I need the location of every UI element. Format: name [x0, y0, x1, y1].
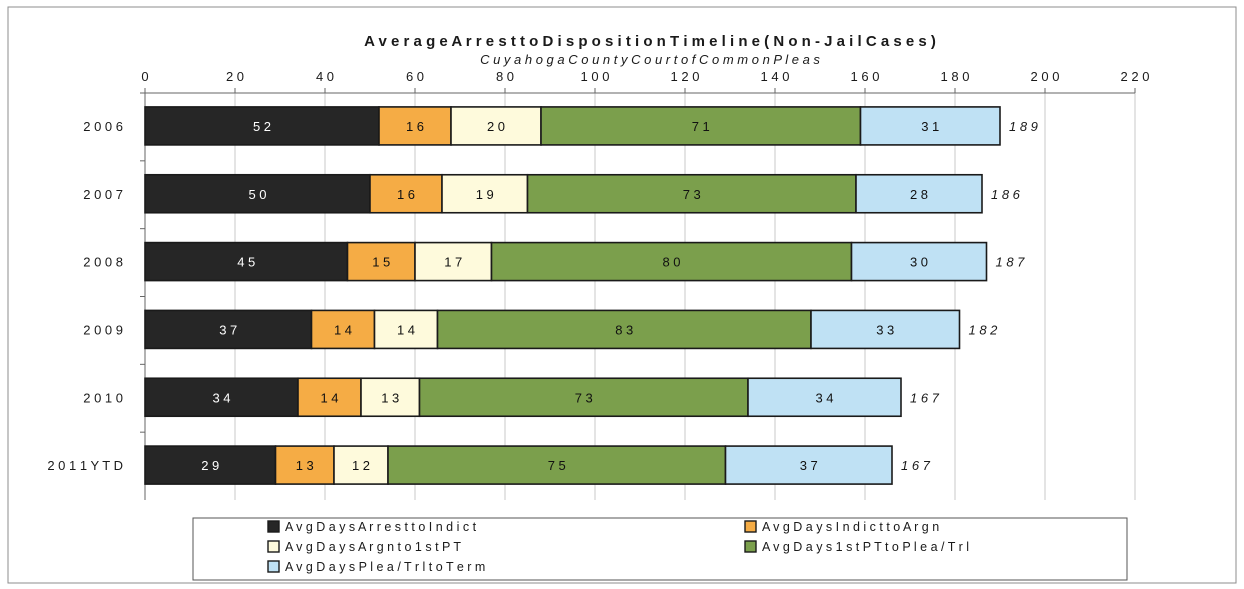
data-label: 1 4: [397, 322, 415, 337]
legend-label: A v g D a y s I n d i c t t o A r g n: [762, 520, 939, 534]
data-label: 3 4: [815, 390, 833, 405]
x-tick-label: 1 8 0: [941, 69, 970, 84]
bar-segment: [144, 445, 277, 485]
bar-segment: [810, 309, 961, 350]
data-label: 5 0: [248, 187, 266, 202]
data-label: 3 7: [800, 458, 818, 473]
bar-segment: [274, 445, 335, 485]
legend-swatch: [267, 560, 280, 573]
x-tick-label: 6 0: [406, 69, 424, 84]
data-label: 2 8: [910, 187, 928, 202]
bars: 5 2 1 6 2 0 7 1 3 1 1 8 9 5 0 1 6 1 9 7 3 2 8 1 8 6…: [144, 106, 1038, 485]
x-tick-label: 2 0 0: [1031, 69, 1060, 84]
data-label: 3 1: [921, 119, 939, 134]
category-label: 2 0 0 9: [83, 322, 123, 337]
total-label: 1 6 7: [901, 458, 931, 473]
data-label: 1 4: [320, 390, 338, 405]
bar-segment: [855, 173, 983, 214]
bar-segment: [369, 173, 443, 214]
data-label: 3 7: [219, 322, 237, 337]
x-axis: 0 2 0 4 0 6 0 8 0 1 0 0 1 2 0 1 4 0 1 6 0 1 8 0 2 …: [47, 69, 1149, 500]
category-label: 2 0 0 7: [83, 187, 123, 202]
category-label: 2 0 0 8: [83, 255, 123, 270]
data-label: 3 0: [910, 255, 928, 270]
data-label: 2 9: [201, 458, 219, 473]
legend-label: A v g D a y s P l e a / T r l t o T e r …: [285, 560, 485, 574]
data-label: 3 4: [212, 390, 230, 405]
data-label: 2 0: [487, 119, 505, 134]
x-tick-label: 2 0: [226, 69, 244, 84]
category-label: 2 0 0 6: [83, 119, 123, 134]
bar-segment: [526, 173, 857, 214]
data-label: 1 6: [397, 187, 415, 202]
x-tick-label: 8 0: [496, 69, 514, 84]
data-label: 7 5: [548, 458, 566, 473]
bar-segment: [387, 445, 727, 485]
legend-box: [192, 517, 1128, 581]
bar-segment: [144, 241, 349, 282]
bar-segment: [144, 309, 313, 350]
data-label: 1 2: [352, 458, 370, 473]
data-label: 1 6: [406, 119, 424, 134]
data-label: 1 9: [476, 187, 494, 202]
data-label: 8 0: [662, 255, 680, 270]
chart-title: A v e r a g e A r r e s t t o D i s p o …: [364, 33, 936, 50]
data-label: 1 3: [296, 458, 314, 473]
total-label: 1 8 2: [969, 322, 999, 337]
x-tick-label: 2 2 0: [1121, 69, 1150, 84]
data-label: 1 4: [334, 322, 352, 337]
bar-segment: [747, 377, 902, 418]
x-tick-label: 0: [141, 69, 148, 84]
bar-segment: [436, 309, 812, 350]
category-label: 2 0 1 0: [83, 390, 123, 405]
data-label: 1 3: [381, 390, 399, 405]
chart-subtitle: C u y a h o g a C o u n t y C o u r t o …: [480, 52, 820, 67]
total-label: 1 8 7: [996, 255, 1026, 270]
bar-segment: [144, 173, 371, 214]
data-label: 5 2: [253, 119, 271, 134]
data-label: 7 1: [692, 119, 710, 134]
x-tick-label: 1 0 0: [581, 69, 610, 84]
total-label: 1 8 6: [991, 187, 1021, 202]
bar-segment: [414, 241, 493, 282]
bar-segment: [310, 309, 376, 350]
x-tick-label: 1 6 0: [851, 69, 880, 84]
bar-segment: [859, 106, 1001, 146]
bar-segment: [490, 241, 853, 282]
bar-segment: [850, 241, 988, 282]
bar-segment: [540, 106, 862, 146]
legend-label: A v g D a y s 1 s t P T t o P l e a / T …: [762, 540, 969, 554]
data-label: 8 3: [615, 322, 633, 337]
x-tick-label: 1 4 0: [761, 69, 790, 84]
data-label: 3 3: [876, 322, 894, 337]
data-label: 1 7: [444, 255, 462, 270]
bar-segment: [297, 377, 362, 418]
x-tick-label: 4 0: [316, 69, 334, 84]
bar-segment: [450, 106, 542, 146]
legend-swatch: [744, 540, 757, 553]
x-tick-label: 1 2 0: [671, 69, 700, 84]
legend-swatch: [267, 540, 280, 553]
legend-swatch: [744, 520, 757, 533]
data-label: 7 3: [575, 390, 593, 405]
bar-segment: [724, 445, 893, 485]
data-label: 4 5: [237, 255, 255, 270]
legend-label: A v g D a y s A r r e s t t o I n d i c …: [285, 520, 477, 534]
bar-segment: [441, 173, 529, 214]
legend: A v g D a y s A r r e s t t o I n d i c …: [192, 517, 1128, 581]
bar-segment: [360, 377, 421, 418]
data-label: 1 5: [372, 255, 390, 270]
legend-label: A v g D a y s A r g n t o 1 s t P T: [285, 540, 461, 554]
total-label: 1 6 7: [910, 390, 940, 405]
chart-frame: [7, 6, 1237, 584]
category-label: 2 0 1 1 Y T D: [47, 458, 123, 473]
bar-segment: [333, 445, 389, 485]
data-label: 7 3: [683, 187, 701, 202]
legend-swatch: [267, 520, 280, 533]
bar-segment: [144, 106, 380, 146]
total-label: 1 8 9: [1009, 119, 1038, 134]
